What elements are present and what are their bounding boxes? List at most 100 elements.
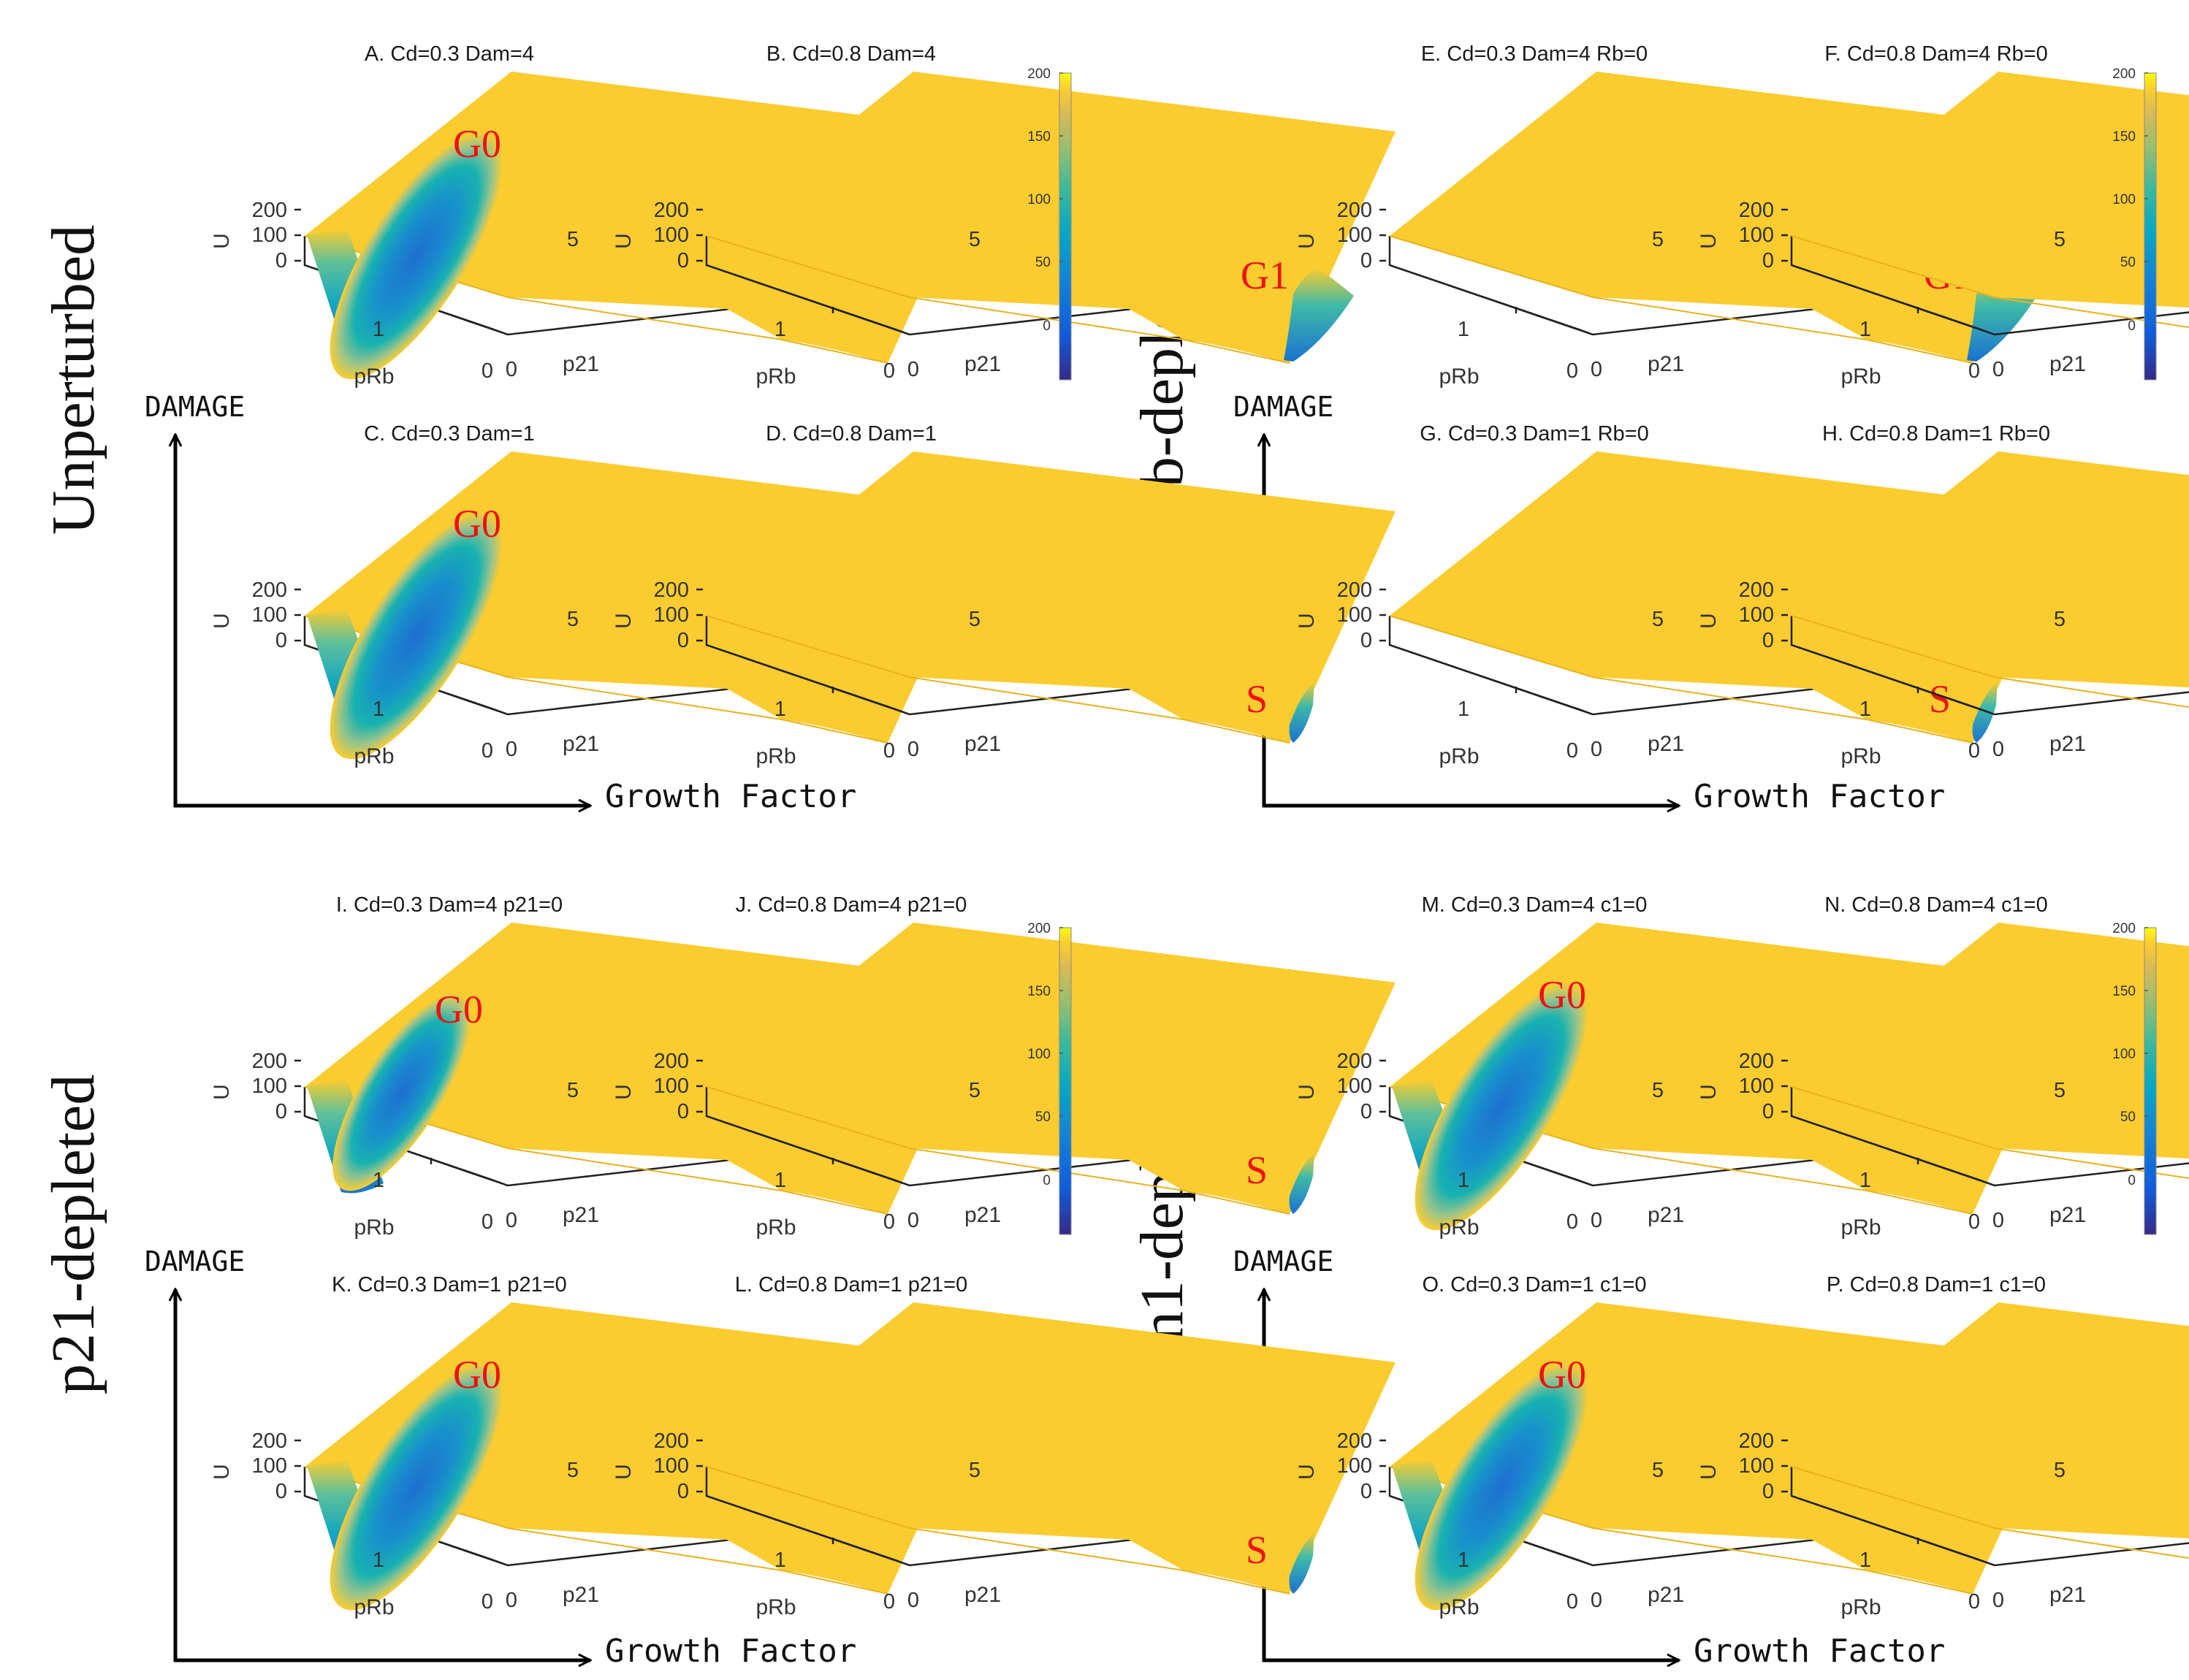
panel-title: F. Cd=0.8 Dam=4 Rb=0 (1824, 42, 2047, 66)
state-label: G1 (1241, 253, 1289, 297)
quadrant-3: p21-depleted DAMAGE Growth Factor (39, 1074, 856, 1670)
prb-axis-line (1389, 644, 1594, 716)
p21-tick-label: 0 (907, 358, 919, 381)
prb-axis-label: pRb (1439, 1215, 1479, 1240)
u-tick-label: 100 (654, 1454, 689, 1478)
colorbar-tick-label: 50 (2120, 255, 2136, 270)
u-tick-label: 0 (1762, 629, 1774, 652)
surface-plot-5: E. Cd=0.3 Dam=4 Rb=02001000U10pRb05p21G1 (1295, 42, 2079, 389)
p21-tick-label: 5 (567, 1459, 579, 1482)
prb-tick-label: 1 (1458, 698, 1469, 721)
damage-axis-label: DAMAGE (145, 1245, 245, 1278)
prb-axis-label: pRb (755, 1595, 796, 1619)
panel-title: G. Cd=0.3 Dam=1 Rb=0 (1420, 422, 1649, 446)
u-tick-label: 200 (252, 579, 287, 602)
p21-tick-label: 0 (907, 1589, 919, 1612)
p21-axis-label: p21 (1648, 732, 1684, 756)
energy-well-11 (330, 1362, 503, 1611)
damage-axis-label: DAMAGE (1233, 1245, 1333, 1278)
state-label: G0 (453, 122, 501, 166)
state-label: G0 (453, 1353, 501, 1397)
p21-tick-label: 5 (1652, 228, 1664, 251)
p21-tick-label: 0 (1992, 738, 2004, 761)
p21-tick-label: 0 (1591, 738, 1602, 761)
u-tick-label: 100 (654, 603, 689, 627)
state-label: S (1246, 1528, 1268, 1572)
surface-front-edge (706, 1466, 1290, 1595)
u-tick-label: 100 (1739, 1074, 1774, 1098)
prb-tick-label: 1 (373, 318, 384, 341)
p21-tick-label: 0 (907, 1209, 919, 1232)
colorbar-gradient (2144, 72, 2157, 381)
potential-surface-plateau (1792, 1302, 2189, 1539)
prb-tick-label: 0 (883, 1590, 895, 1614)
potential-surface-plateau (1792, 72, 2189, 308)
u-tick-label: 200 (1337, 1050, 1372, 1073)
u-axis-label: U (210, 613, 234, 629)
panel-title: B. Cd=0.8 Dam=4 (766, 42, 936, 66)
panel-title: I. Cd=0.3 Dam=4 p21=0 (336, 893, 563, 917)
p21-axis-label: p21 (2049, 732, 2086, 756)
p21-tick-label: 5 (567, 608, 579, 631)
prb-tick-label: 0 (1968, 359, 1980, 383)
potential-surface-plateau (1390, 451, 2079, 743)
prb-axis-label: pRb (1840, 1215, 1881, 1240)
prb-axis-line (1791, 1115, 1995, 1187)
quadrant-label: p21-depleted (39, 1074, 107, 1395)
prb-tick-label: 0 (481, 739, 493, 763)
prb-tick-label: 0 (1566, 1210, 1578, 1234)
colorbar-1: 200 150 100 50 0 (1027, 66, 1072, 381)
panel-title: H. Cd=0.8 Dam=1 Rb=0 (1822, 422, 2050, 446)
colorbar-4: 200 150 100 50 0 (2112, 921, 2157, 1235)
u-axis-label: U (612, 1464, 636, 1480)
energy-well-4 (1289, 681, 1314, 743)
u-axis-label: U (1697, 1084, 1721, 1100)
prb-tick-label: 1 (373, 698, 384, 721)
p21-axis-label: p21 (2049, 1203, 2086, 1227)
prb-tick-label: 0 (883, 1210, 895, 1234)
u-tick-label: 0 (677, 1480, 689, 1503)
prb-tick-label: 0 (1968, 1210, 1980, 1234)
p21-axis-label: p21 (563, 1583, 599, 1607)
potential-surface-plateau (305, 923, 994, 1214)
damage-axis-label: DAMAGE (145, 391, 245, 423)
colorbar-tick-label: 50 (2120, 1110, 2136, 1125)
growth-factor-axis-label: Growth Factor (605, 778, 856, 815)
u-tick-label: 0 (1762, 249, 1774, 272)
p21-tick-label: 5 (567, 1079, 579, 1102)
u-tick-label: 0 (1360, 629, 1372, 652)
prb-tick-label: 0 (1566, 1590, 1578, 1614)
colorbar-tick-label: 200 (1027, 921, 1051, 936)
prb-tick-label: 0 (883, 739, 895, 763)
prb-tick-label: 1 (1859, 698, 1871, 721)
u-axis-label: U (210, 1464, 234, 1480)
prb-tick-label: 1 (774, 1549, 786, 1572)
u-tick-label: 100 (252, 1454, 287, 1478)
panel-title: J. Cd=0.8 Dam=4 p21=0 (736, 893, 967, 917)
panel-title: O. Cd=0.3 Dam=1 c1=0 (1422, 1273, 1646, 1297)
potential-surface-plateau (1792, 451, 2189, 688)
p21-tick-label: 5 (969, 1079, 981, 1102)
u-tick-label: 100 (1739, 603, 1774, 627)
prb-axis-line (1791, 264, 1995, 336)
u-tick-label: 100 (1337, 224, 1372, 247)
prb-axis-label: pRb (1840, 744, 1881, 768)
colorbar-tick-label: 0 (1043, 318, 1051, 334)
p21-tick-label: 0 (506, 738, 517, 761)
colorbar-tick-label: 50 (1035, 1110, 1051, 1125)
prb-tick-label: 1 (1458, 1549, 1469, 1572)
state-label: S (1246, 677, 1268, 721)
p21-tick-label: 0 (1591, 1589, 1602, 1612)
p21-tick-label: 5 (2054, 228, 2066, 251)
u-tick-label: 200 (252, 199, 287, 222)
panel-title: M. Cd=0.3 Dam=4 c1=0 (1422, 893, 1648, 917)
u-tick-label: 200 (1337, 199, 1372, 222)
u-axis-label: U (1295, 233, 1319, 249)
p21-axis-label: p21 (1648, 1203, 1684, 1227)
u-tick-label: 0 (275, 1480, 287, 1503)
